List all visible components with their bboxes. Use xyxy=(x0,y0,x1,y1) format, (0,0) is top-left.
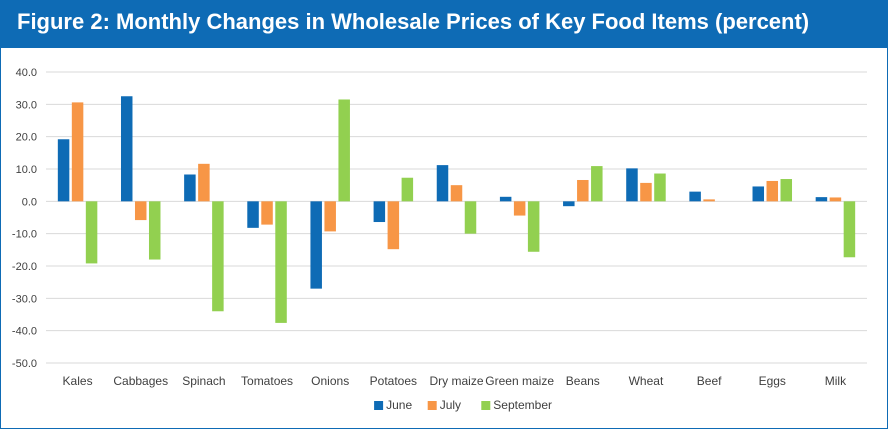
bar-september-potatoes xyxy=(401,177,414,202)
x-category-label: Potatoes xyxy=(370,374,417,388)
bar-july-beans xyxy=(577,179,589,202)
legend-label-june: June xyxy=(386,398,412,412)
bar-july-cabbages xyxy=(134,201,147,221)
bar-june-spinach xyxy=(184,174,196,202)
x-category-label: Green maize xyxy=(485,374,554,388)
bar-june-kales xyxy=(57,139,70,202)
x-category-label: Cabbages xyxy=(113,374,168,388)
figure-title: Figure 2: Monthly Changes in Wholesale P… xyxy=(17,9,810,34)
bar-september-milk xyxy=(843,201,856,258)
bar-september-dry-maize xyxy=(464,201,477,234)
y-tick-label: -20.0 xyxy=(12,261,37,273)
bar-june-beef xyxy=(689,191,701,202)
x-category-label: Tomatoes xyxy=(241,374,293,388)
x-category-label: Kales xyxy=(63,374,93,388)
bar-september-beans xyxy=(591,166,603,202)
bar-september-spinach xyxy=(212,201,224,312)
y-tick-label: -30.0 xyxy=(12,293,37,305)
bar-june-cabbages xyxy=(120,96,133,202)
y-tick-label: 10.0 xyxy=(16,164,37,176)
bar-june-potatoes xyxy=(373,201,386,223)
bar-june-dry-maize xyxy=(436,165,449,202)
bar-september-eggs xyxy=(780,179,793,202)
bar-june-tomatoes xyxy=(247,201,259,228)
bar-july-dry-maize xyxy=(450,185,463,202)
x-category-label: Eggs xyxy=(759,374,786,388)
y-tick-label: 20.0 xyxy=(16,132,37,144)
bar-june-wheat xyxy=(626,168,638,202)
bar-july-potatoes xyxy=(387,201,400,250)
x-category-label: Milk xyxy=(825,374,847,388)
legend-swatch-september xyxy=(481,401,491,410)
y-tick-label: -40.0 xyxy=(12,326,37,338)
bar-september-cabbages xyxy=(148,201,161,260)
chart-area: 40.0 30.0 20.0 10.0 0.0 -10.0 -20.0 -30.0 -40.0 -… xyxy=(1,48,887,428)
x-category-label: Onions xyxy=(311,374,349,388)
bar-september-wheat xyxy=(654,173,666,202)
bar-june-beans xyxy=(563,201,575,207)
bar-july-spinach xyxy=(198,163,210,202)
bar-june-green-maize xyxy=(499,196,512,202)
bar-chart: 40.0 30.0 20.0 10.0 0.0 -10.0 -20.0 -30.0 -40.0 -… xyxy=(12,67,867,412)
bar-june-milk xyxy=(815,197,828,202)
bar-september-green-maize xyxy=(527,201,540,252)
bar-september-onions xyxy=(338,99,350,202)
legend: June July September xyxy=(374,398,552,412)
bar-september-tomatoes xyxy=(275,201,287,323)
y-tick-label: 40.0 xyxy=(16,67,37,79)
y-tick-label: 0.0 xyxy=(22,196,37,208)
y-tick-label: -50.0 xyxy=(12,358,37,370)
figure-header: Figure 2: Monthly Changes in Wholesale P… xyxy=(1,1,887,48)
bar-july-wheat xyxy=(640,182,652,202)
x-category-label: Wheat xyxy=(629,374,664,388)
bar-july-kales xyxy=(71,102,84,202)
bar-june-eggs xyxy=(752,186,765,202)
bar-july-green-maize xyxy=(513,201,526,216)
legend-label-july: July xyxy=(440,398,461,412)
bar-july-eggs xyxy=(766,180,779,202)
bar-july-beef xyxy=(703,199,715,202)
y-tick-label: -10.0 xyxy=(12,229,37,241)
legend-swatch-july xyxy=(427,401,437,410)
bar-june-onions xyxy=(310,201,322,289)
bar-july-tomatoes xyxy=(261,201,273,225)
legend-label-september: September xyxy=(493,398,552,412)
x-category-label: Beans xyxy=(566,374,600,388)
x-category-label: Dry maize xyxy=(429,374,483,388)
bar-july-milk xyxy=(829,197,842,202)
bar-september-kales xyxy=(85,201,98,264)
y-tick-label: 30.0 xyxy=(16,99,37,111)
x-category-label: Beef xyxy=(697,374,722,388)
legend-swatch-june xyxy=(374,401,384,410)
bar-july-onions xyxy=(324,201,336,232)
x-category-label: Spinach xyxy=(182,374,225,388)
